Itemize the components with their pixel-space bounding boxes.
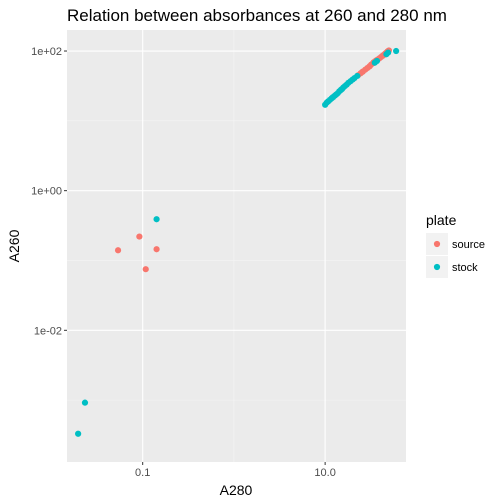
x-tick-label: 0.1	[135, 467, 150, 479]
data-point	[338, 86, 345, 93]
chart-title: Relation between absorbances at 260 and …	[67, 6, 447, 25]
y-axis-ticks: 1e-02 1e+00 1e+02	[31, 46, 67, 337]
y-tick-label: 1e+00	[31, 186, 62, 198]
plot-panel	[67, 30, 406, 462]
y-axis-title: A260	[6, 229, 22, 262]
legend: plate source stock	[426, 212, 485, 278]
data-point	[393, 47, 400, 55]
data-point	[81, 399, 89, 406]
data-point	[114, 247, 122, 254]
data-point	[373, 57, 381, 65]
x-tick-label: 10.0	[314, 467, 335, 479]
x-axis-ticks: 0.1 10.0	[135, 462, 336, 479]
series-stock	[75, 47, 400, 437]
legend-marker-stock	[433, 263, 441, 271]
legend-label-stock: stock	[452, 262, 478, 274]
legend-marker-source	[433, 240, 441, 248]
data-point	[359, 68, 366, 76]
x-axis-title: A280	[220, 482, 253, 498]
legend-label-source: source	[452, 239, 485, 251]
data-point	[384, 49, 392, 56]
data-point	[153, 246, 160, 253]
legend-title: plate	[426, 212, 457, 228]
data-point	[136, 233, 143, 240]
data-point	[75, 430, 82, 437]
y-tick-label: 1e-02	[34, 325, 62, 337]
data-point	[329, 94, 336, 101]
legend-entries: source stock	[426, 233, 485, 278]
data-point	[142, 266, 149, 273]
y-tick-label: 1e+02	[31, 46, 62, 58]
data-point	[354, 72, 361, 80]
data-points	[75, 47, 400, 437]
data-point	[153, 216, 160, 223]
minor-gridlines	[67, 30, 406, 462]
